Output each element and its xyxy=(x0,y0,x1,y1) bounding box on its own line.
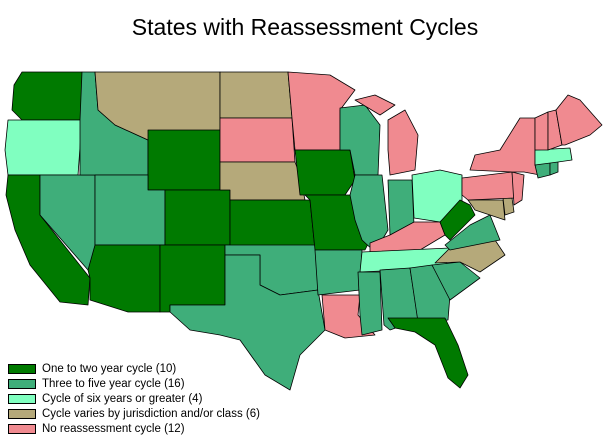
legend-swatch xyxy=(8,393,36,404)
state-il xyxy=(349,174,389,253)
legend: One to two year cycle (10) Three to five… xyxy=(8,362,260,436)
state-ri xyxy=(549,161,559,176)
state-wv xyxy=(439,199,476,241)
state-az xyxy=(87,244,161,313)
state-nm xyxy=(159,244,226,313)
state-ar xyxy=(314,249,363,296)
state-ny xyxy=(469,117,541,176)
state-nj xyxy=(511,171,525,206)
legend-item: No reassessment cycle (12) xyxy=(8,421,260,436)
state-vt xyxy=(534,111,549,151)
legend-swatch xyxy=(8,423,36,434)
state-mi xyxy=(354,94,419,176)
state-nd xyxy=(219,71,293,119)
legend-item: Cycle varies by jurisdiction and/or clas… xyxy=(8,406,260,421)
state-sd xyxy=(219,117,296,163)
state-ks xyxy=(229,199,316,251)
legend-label: No reassessment cycle (12) xyxy=(42,422,185,435)
state-co xyxy=(164,189,231,246)
legend-label: One to two year cycle (10) xyxy=(42,363,177,376)
state-ne xyxy=(219,161,306,201)
state-ms xyxy=(357,271,383,336)
legend-item: Cycle of six years or greater (4) xyxy=(8,392,260,407)
legend-swatch xyxy=(8,364,36,375)
state-de xyxy=(502,197,515,216)
legend-swatch xyxy=(8,408,36,419)
state-md xyxy=(467,199,506,221)
legend-item: One to two year cycle (10) xyxy=(8,362,260,377)
state-wa xyxy=(11,71,83,121)
state-me xyxy=(555,94,603,146)
state-pa xyxy=(461,171,516,201)
state-sc xyxy=(431,261,481,301)
legend-label: Cycle varies by jurisdiction and/or clas… xyxy=(42,407,260,420)
legend-swatch xyxy=(8,379,36,390)
state-va xyxy=(444,214,501,251)
state-fl xyxy=(387,317,469,389)
state-or xyxy=(4,119,83,176)
legend-item: Three to five year cycle (16) xyxy=(8,377,260,392)
state-tx xyxy=(169,254,326,391)
legend-label: Three to five year cycle (16) xyxy=(42,378,185,391)
map-title: States with Reassessment Cycles xyxy=(131,14,479,40)
state-wy xyxy=(147,129,221,191)
state-ia xyxy=(294,149,356,196)
state-ma xyxy=(534,147,573,166)
legend-label: Cycle of six years or greater (4) xyxy=(42,392,203,405)
